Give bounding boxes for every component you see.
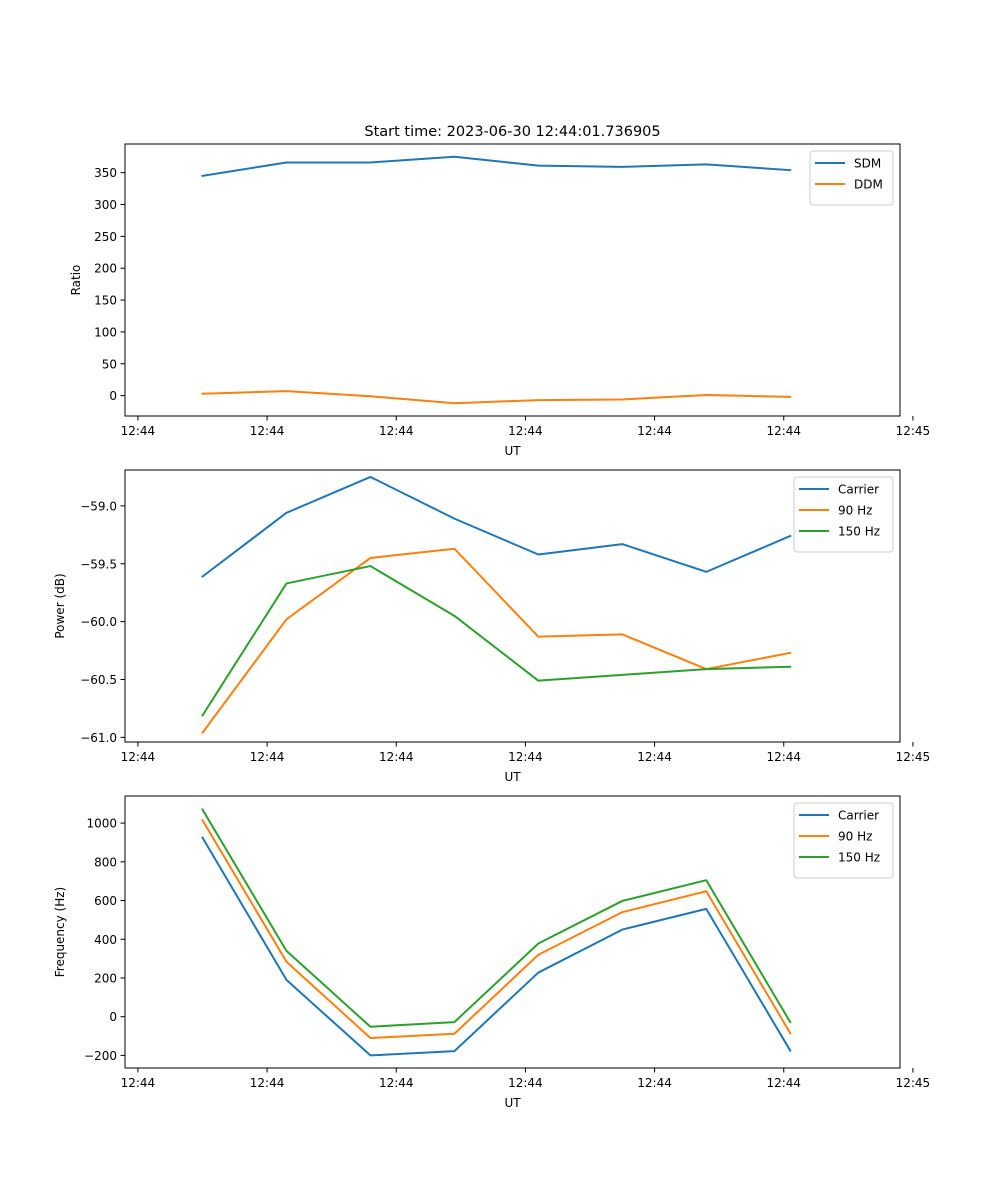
x-tick-label: 12:45 [896,750,931,764]
x-tick-label: 12:44 [637,750,672,764]
legend-box [793,802,894,879]
x-tick-label: 12:44 [637,1076,672,1090]
legend-label-150-hz: 150 Hz [838,525,880,539]
y-tick-label: 250 [94,230,117,244]
x-tick-label: 12:44 [250,424,285,438]
x-tick-label: 12:44 [766,424,801,438]
series-line-sdm [201,155,792,177]
y-tick-label: 100 [94,325,117,339]
x-tick-label: 12:45 [896,424,931,438]
axes-frame [124,143,901,417]
x-tick-label: 12:44 [379,424,414,438]
x-tick-label: 12:44 [637,424,672,438]
series-line-carrier [201,836,792,1057]
legend-label-carrier: Carrier [838,483,879,497]
y-tick-label: 800 [94,855,117,869]
y-tick-label: −59.5 [80,557,117,571]
x-tick-label: 12:44 [508,750,543,764]
series-line-ddm [201,390,792,405]
power-panel: 12:44 12:44 12:44 12:44 12:44 12:44 12:45 −61.0… [53,469,931,784]
y-tick-label: −60.5 [80,673,117,687]
x-axis-label: UT [504,444,521,458]
y-tick-label: −59.0 [80,499,117,513]
legend-label-150-hz: 150 Hz [838,851,880,865]
y-tick-label: 0 [109,389,117,403]
x-tick-label: 12:45 [896,1076,931,1090]
y-tick-label: −61.0 [80,731,117,745]
y-tick-label: 300 [94,198,117,212]
y-axis-label: Power (dB) [53,573,67,638]
series-line-carrier [201,475,792,578]
y-axis-label: Ratio [69,265,83,296]
legend-label-carrier: Carrier [838,809,879,823]
y-tick-label: −200 [84,1049,117,1063]
x-tick-label: 12:44 [121,424,156,438]
x-tick-label: 12:44 [508,424,543,438]
y-tick-label: 350 [94,166,117,180]
legend-box [809,150,894,206]
y-tick-label: 600 [94,894,117,908]
legend-label-90-hz: 90 Hz [838,504,872,518]
x-tick-label: 12:44 [379,1076,414,1090]
x-tick-label: 12:44 [250,1076,285,1090]
y-tick-label: −60.0 [80,615,117,629]
series-line-150-hz [201,565,792,717]
legend-label-ddm: DDM [854,178,883,192]
x-axis-label: UT [504,1096,521,1110]
legend-box [793,476,894,553]
y-tick-label: 200 [94,971,117,985]
axes-frame [124,795,901,1069]
y-tick-label: 1000 [86,817,117,831]
y-tick-label: 150 [94,294,117,308]
x-tick-label: 12:44 [121,750,156,764]
series-line-90-hz [201,818,792,1039]
x-tick-label: 12:44 [379,750,414,764]
legend-label-90-hz: 90 Hz [838,830,872,844]
axes-frame [124,469,901,743]
y-tick-label: 0 [109,1010,117,1024]
y-tick-label: 400 [94,933,117,947]
y-axis-label: Frequency (Hz) [53,887,67,978]
x-tick-label: 12:44 [766,1076,801,1090]
x-tick-label: 12:44 [121,1076,156,1090]
figure-title: Start time: 2023-06-30 12:44:01.736905 [364,124,660,140]
legend-label-sdm: SDM [854,157,881,171]
frequency-panel: 12:44 12:44 12:44 12:44 12:44 12:44 12:45 −200 0… [53,795,931,1110]
x-tick-label: 12:44 [250,750,285,764]
x-axis-label: UT [504,770,521,784]
x-tick-label: 12:44 [508,1076,543,1090]
series-line-90-hz [201,547,792,735]
y-tick-label: 50 [102,357,117,371]
series-line-150-hz [201,808,792,1028]
x-tick-label: 12:44 [766,750,801,764]
y-tick-label: 200 [94,262,117,276]
ratio-panel: 12:44 12:44 12:44 12:44 12:44 12:44 12:45 0 50 10… [69,143,931,458]
